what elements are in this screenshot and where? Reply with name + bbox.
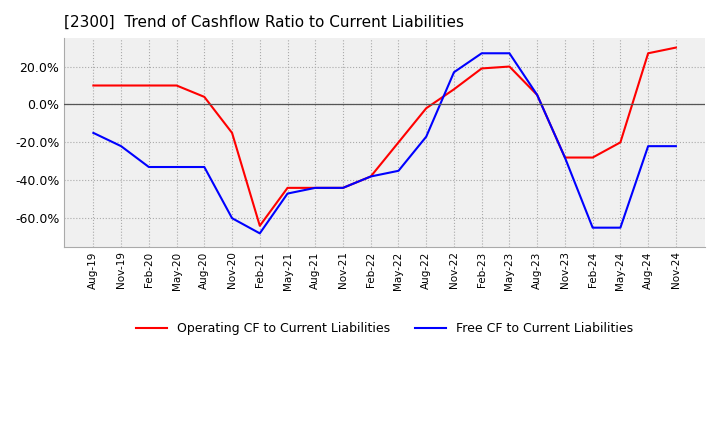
Free CF to Current Liabilities bbox=[477, 51, 486, 56]
Free CF to Current Liabilities bbox=[145, 165, 153, 170]
Operating CF to Current Liabilities bbox=[311, 185, 320, 191]
Free CF to Current Liabilities bbox=[338, 185, 347, 191]
Operating CF to Current Liabilities bbox=[644, 51, 652, 56]
Free CF to Current Liabilities bbox=[89, 130, 98, 136]
Free CF to Current Liabilities bbox=[311, 185, 320, 191]
Free CF to Current Liabilities bbox=[561, 155, 570, 160]
Free CF to Current Liabilities bbox=[422, 134, 431, 139]
Operating CF to Current Liabilities bbox=[228, 130, 236, 136]
Operating CF to Current Liabilities bbox=[588, 155, 597, 160]
Legend: Operating CF to Current Liabilities, Free CF to Current Liabilities: Operating CF to Current Liabilities, Fre… bbox=[131, 318, 639, 341]
Operating CF to Current Liabilities bbox=[117, 83, 125, 88]
Free CF to Current Liabilities bbox=[533, 92, 541, 98]
Free CF to Current Liabilities bbox=[172, 165, 181, 170]
Text: [2300]  Trend of Cashflow Ratio to Current Liabilities: [2300] Trend of Cashflow Ratio to Curren… bbox=[64, 15, 464, 30]
Line: Free CF to Current Liabilities: Free CF to Current Liabilities bbox=[94, 53, 676, 233]
Operating CF to Current Liabilities bbox=[672, 45, 680, 50]
Free CF to Current Liabilities bbox=[366, 174, 375, 179]
Operating CF to Current Liabilities bbox=[145, 83, 153, 88]
Free CF to Current Liabilities bbox=[117, 143, 125, 149]
Operating CF to Current Liabilities bbox=[450, 87, 459, 92]
Free CF to Current Liabilities bbox=[228, 216, 236, 221]
Operating CF to Current Liabilities bbox=[477, 66, 486, 71]
Operating CF to Current Liabilities bbox=[200, 94, 209, 99]
Free CF to Current Liabilities bbox=[200, 165, 209, 170]
Operating CF to Current Liabilities bbox=[561, 155, 570, 160]
Free CF to Current Liabilities bbox=[394, 168, 402, 173]
Operating CF to Current Liabilities bbox=[422, 106, 431, 111]
Free CF to Current Liabilities bbox=[616, 225, 625, 230]
Operating CF to Current Liabilities bbox=[172, 83, 181, 88]
Operating CF to Current Liabilities bbox=[505, 64, 514, 69]
Free CF to Current Liabilities bbox=[672, 143, 680, 149]
Free CF to Current Liabilities bbox=[450, 70, 459, 75]
Free CF to Current Liabilities bbox=[588, 225, 597, 230]
Free CF to Current Liabilities bbox=[283, 191, 292, 196]
Free CF to Current Liabilities bbox=[505, 51, 514, 56]
Operating CF to Current Liabilities bbox=[394, 140, 402, 145]
Operating CF to Current Liabilities bbox=[89, 83, 98, 88]
Operating CF to Current Liabilities bbox=[533, 92, 541, 98]
Operating CF to Current Liabilities bbox=[338, 185, 347, 191]
Free CF to Current Liabilities bbox=[256, 231, 264, 236]
Line: Operating CF to Current Liabilities: Operating CF to Current Liabilities bbox=[94, 48, 676, 226]
Free CF to Current Liabilities bbox=[644, 143, 652, 149]
Operating CF to Current Liabilities bbox=[256, 223, 264, 228]
Operating CF to Current Liabilities bbox=[283, 185, 292, 191]
Operating CF to Current Liabilities bbox=[616, 140, 625, 145]
Operating CF to Current Liabilities bbox=[366, 174, 375, 179]
